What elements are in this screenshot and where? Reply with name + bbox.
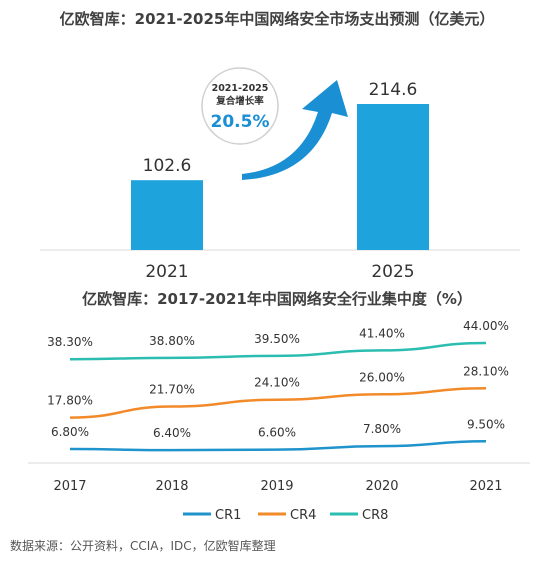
legend-label-cr4: CR4 bbox=[290, 508, 316, 523]
point-label-cr8-2020: 41.40% bbox=[359, 326, 405, 340]
point-label-cr8-2018: 38.80% bbox=[149, 334, 195, 348]
x-tick-label-2018: 2018 bbox=[155, 479, 188, 494]
x-tick-label-2017: 2017 bbox=[53, 479, 86, 494]
point-label-cr1-2017: 6.80% bbox=[51, 425, 89, 439]
growth-arrow-icon bbox=[242, 80, 348, 180]
x-tick-label-2019: 2019 bbox=[260, 479, 293, 494]
cagr-caption-label: 复合增长率 bbox=[215, 95, 264, 107]
bar-category-label-2021: 2021 bbox=[145, 262, 188, 282]
line-chart-title: 亿欧智库：2017-2021年中国网络安全行业集中度（%） bbox=[82, 290, 472, 308]
data-source-note: 数据来源：公开资料，CCIA，IDC，亿欧智库整理 bbox=[10, 539, 276, 553]
point-label-cr4-2018: 21.70% bbox=[149, 383, 195, 397]
point-label-cr4-2020: 26.00% bbox=[359, 370, 405, 384]
legend-label-cr8: CR8 bbox=[362, 508, 388, 523]
point-label-cr8-2021: 44.00% bbox=[463, 319, 509, 333]
bar-value-label-2021: 102.6 bbox=[143, 156, 192, 176]
x-tick-label-2020: 2020 bbox=[365, 479, 398, 494]
bar-category-label-2025: 2025 bbox=[371, 262, 414, 282]
point-label-cr8-2019: 39.50% bbox=[254, 332, 300, 346]
point-label-cr4-2017: 17.80% bbox=[47, 394, 93, 408]
bar-2025 bbox=[357, 104, 429, 250]
cagr-circle bbox=[201, 67, 279, 145]
point-label-cr4-2019: 24.10% bbox=[254, 376, 300, 390]
point-label-cr8-2017: 38.30% bbox=[47, 335, 93, 349]
point-label-cr1-2019: 6.60% bbox=[258, 426, 296, 440]
cagr-period-label: 2021-2025 bbox=[212, 83, 269, 94]
point-label-cr4-2021: 28.10% bbox=[463, 364, 509, 378]
series-line-cr1 bbox=[69, 440, 487, 452]
cagr-value-label: 20.5% bbox=[211, 112, 270, 132]
bar-value-label-2025: 214.6 bbox=[369, 80, 418, 100]
point-label-cr1-2018: 6.40% bbox=[153, 426, 191, 440]
bar-chart-title: 亿欧智库：2021-2025年中国网络安全市场支出预测（亿美元） bbox=[59, 10, 495, 28]
x-tick-label-2021: 2021 bbox=[469, 479, 502, 494]
series-line-cr4 bbox=[69, 387, 487, 419]
legend-label-cr1: CR1 bbox=[215, 508, 241, 523]
series-line-cr8 bbox=[69, 341, 487, 361]
bar-2021 bbox=[131, 180, 203, 250]
point-label-cr1-2021: 9.50% bbox=[467, 417, 505, 431]
point-label-cr1-2020: 7.80% bbox=[363, 422, 401, 436]
